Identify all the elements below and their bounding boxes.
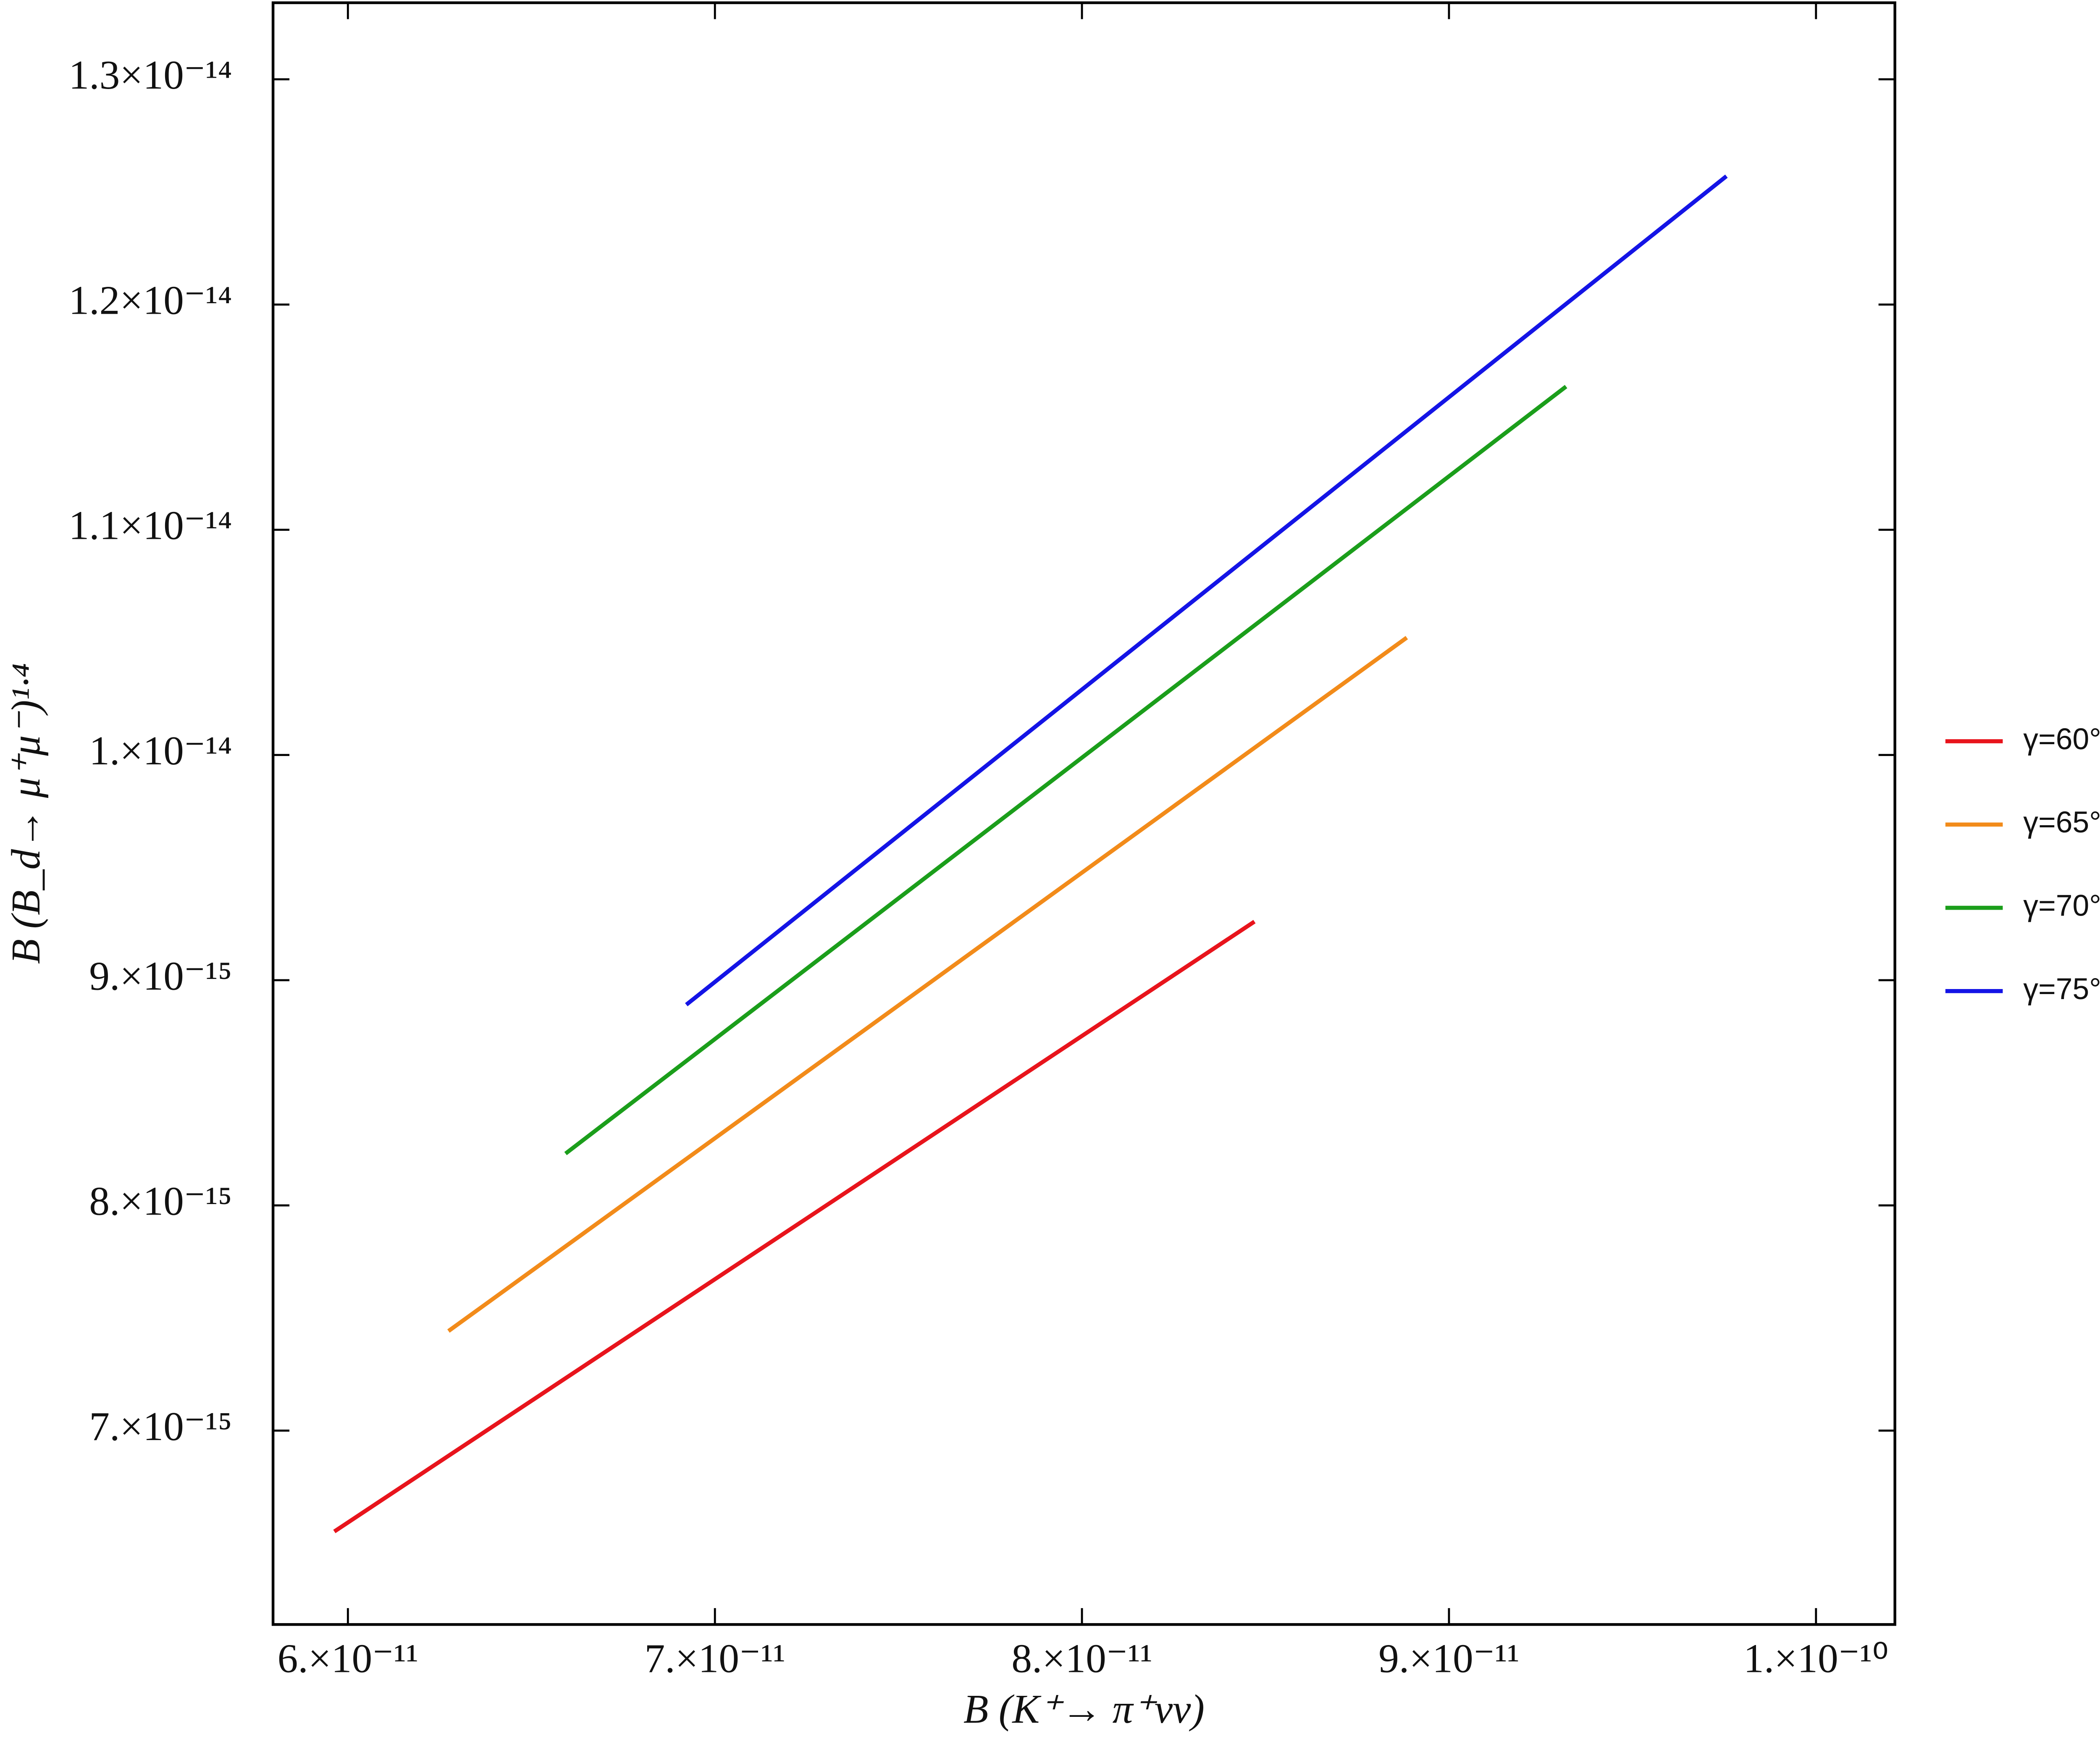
y-tick-label: 1.2×10⁻¹⁴ (69, 278, 232, 323)
x-tick-label: 7.×10⁻¹¹ (644, 1636, 785, 1682)
y-tick-label: 9.×10⁻¹⁵ (89, 953, 232, 999)
legend-label: γ=60° (2023, 722, 2100, 756)
y-tick-label: 7.×10⁻¹⁵ (89, 1404, 232, 1449)
legend-label: γ=75° (2023, 972, 2100, 1006)
x-tick-label: 6.×10⁻¹¹ (278, 1636, 419, 1682)
y-tick-label: 1.1×10⁻¹⁴ (69, 503, 232, 548)
y-tick-label: 1.3×10⁻¹⁴ (69, 52, 232, 98)
line-series (333, 920, 1256, 1533)
x-tick-label: 1.×10⁻¹⁰ (1743, 1636, 1888, 1682)
y-tick-label: 8.×10⁻¹⁵ (89, 1179, 232, 1224)
x-tick-label: 9.×10⁻¹¹ (1378, 1636, 1520, 1682)
x-axis-label: B (K⁺→ π⁺νν) (963, 1687, 1205, 1732)
line-series (685, 174, 1728, 1007)
legend-label: γ=70° (2023, 889, 2100, 923)
legend-label: γ=65° (2023, 806, 2100, 839)
y-axis-label: B (B_d→ μ⁺μ⁻)¹·⁴ (3, 663, 49, 964)
line-series (564, 385, 1567, 1155)
x-tick-label: 8.×10⁻¹¹ (1011, 1636, 1152, 1682)
plot-frame (271, 1, 1896, 1626)
line-series (447, 636, 1408, 1333)
y-tick-label: 1.×10⁻¹⁴ (89, 728, 232, 774)
